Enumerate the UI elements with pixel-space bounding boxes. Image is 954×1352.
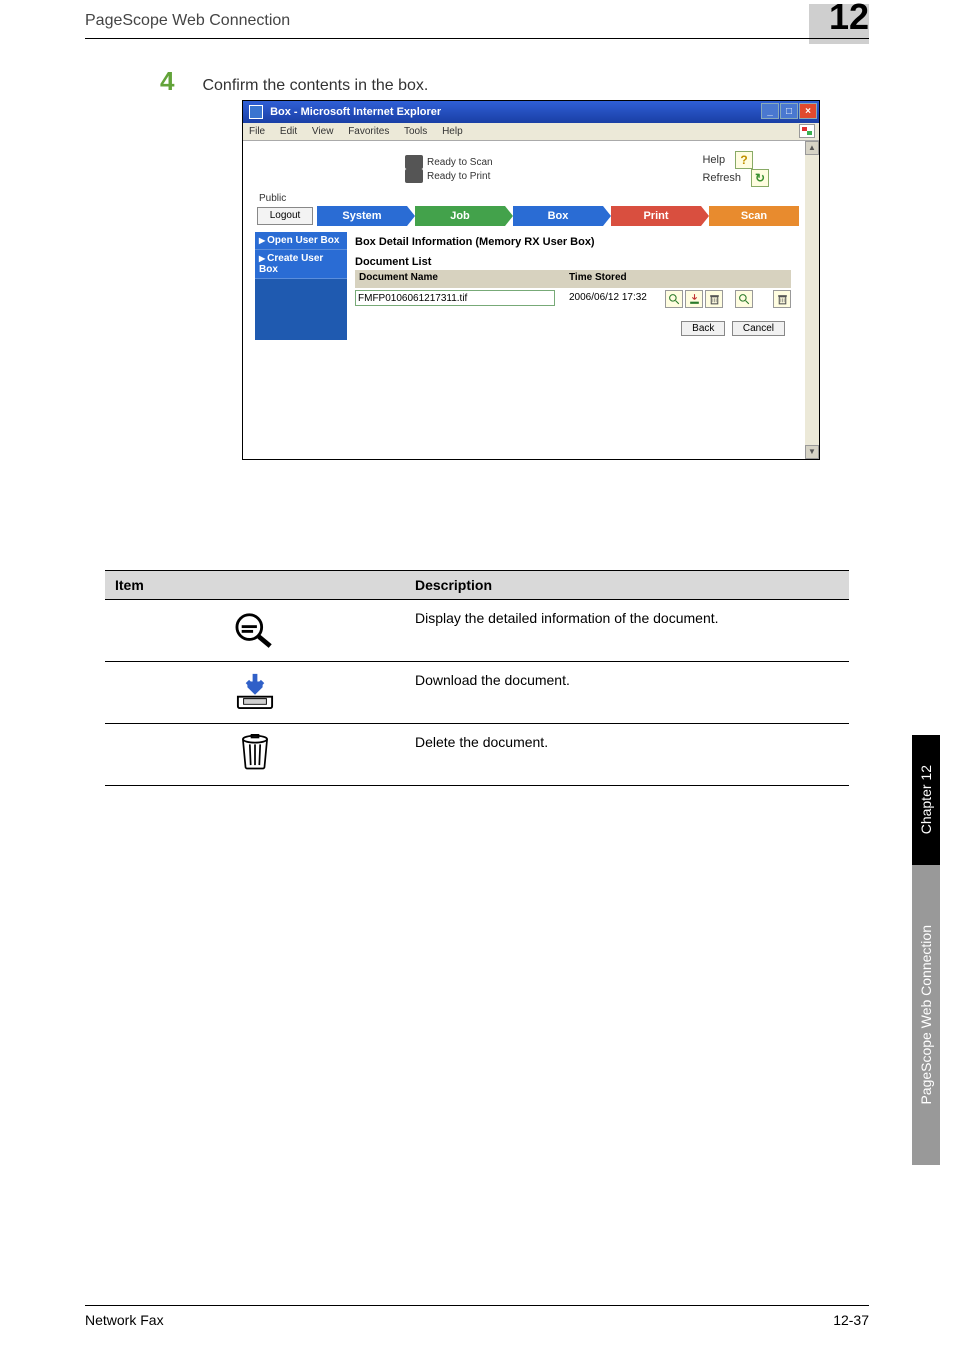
menu-bar: File Edit View Favorites Tools Help bbox=[243, 123, 819, 141]
box-detail-heading: Box Detail Information (Memory RX User B… bbox=[355, 236, 791, 248]
windows-flag-icon bbox=[799, 124, 815, 138]
step-number: 4 bbox=[160, 66, 174, 97]
th-item: Item bbox=[105, 571, 405, 600]
desc-row-1: Display the detailed information of the … bbox=[405, 600, 849, 662]
th-description: Description bbox=[405, 571, 849, 600]
menu-view[interactable]: View bbox=[312, 126, 334, 137]
desc-row-3: Delete the document. bbox=[405, 724, 849, 786]
side-chapter-label: Chapter 12 bbox=[918, 765, 934, 834]
time-stored-cell: 2006/06/12 17:32 bbox=[565, 290, 665, 308]
status-print: Ready to Print bbox=[427, 171, 490, 182]
chapter-number: 12 bbox=[829, 0, 869, 38]
minimize-button[interactable]: _ bbox=[761, 103, 779, 119]
nav-open-user-box[interactable]: Open User Box bbox=[255, 232, 347, 250]
download-big-icon bbox=[232, 672, 278, 713]
table-row: 2006/06/12 17:32 bbox=[355, 290, 791, 308]
menu-favorites[interactable]: Favorites bbox=[348, 126, 389, 137]
printer-icon bbox=[405, 169, 423, 183]
ie-window: Box - Microsoft Internet Explorer _ □ × … bbox=[242, 100, 820, 460]
printer-icon bbox=[405, 155, 423, 169]
footer-right: 12-37 bbox=[833, 1312, 869, 1328]
ie-icon bbox=[249, 105, 263, 119]
help-icon[interactable]: ? bbox=[735, 151, 753, 169]
menu-help[interactable]: Help bbox=[442, 126, 463, 137]
tab-box[interactable]: Box bbox=[513, 206, 603, 226]
vertical-scrollbar[interactable]: ▲ ▼ bbox=[805, 141, 819, 459]
scroll-up-button[interactable]: ▲ bbox=[805, 141, 819, 155]
delete-icon-2[interactable] bbox=[773, 290, 791, 308]
header-rule bbox=[85, 38, 869, 39]
refresh-link[interactable]: Refresh bbox=[702, 172, 741, 184]
status-scan: Ready to Scan bbox=[427, 157, 493, 168]
maximize-button[interactable]: □ bbox=[780, 103, 798, 119]
footer-rule bbox=[85, 1305, 869, 1306]
refresh-icon[interactable]: ↻ bbox=[751, 169, 769, 187]
document-list-heading: Document List bbox=[355, 256, 791, 268]
tab-job[interactable]: Job bbox=[415, 206, 505, 226]
menu-tools[interactable]: Tools bbox=[404, 126, 427, 137]
menu-edit[interactable]: Edit bbox=[280, 126, 297, 137]
window-titlebar: Box - Microsoft Internet Explorer _ □ × bbox=[243, 101, 819, 123]
tab-print[interactable]: Print bbox=[611, 206, 701, 226]
side-tab: Chapter 12 PageScope Web Connection bbox=[912, 735, 940, 1165]
download-icon[interactable] bbox=[685, 290, 703, 308]
scroll-down-button[interactable]: ▼ bbox=[805, 445, 819, 459]
footer-left: Network Fax bbox=[85, 1312, 164, 1328]
desc-row-2: Download the document. bbox=[405, 662, 849, 724]
nav-create-user-box[interactable]: Create User Box bbox=[255, 250, 347, 279]
menu-file[interactable]: File bbox=[249, 126, 265, 137]
col-document-name: Document Name bbox=[355, 270, 565, 288]
detail-icon-2[interactable] bbox=[735, 290, 753, 308]
delete-icon[interactable] bbox=[705, 290, 723, 308]
tab-scan[interactable]: Scan bbox=[709, 206, 799, 226]
step-text: Confirm the contents in the box. bbox=[202, 77, 428, 95]
cancel-button[interactable]: Cancel bbox=[732, 321, 785, 336]
side-nav: Open User Box Create User Box bbox=[255, 232, 347, 340]
header-title: PageScope Web Connection bbox=[85, 12, 290, 30]
public-label: Public bbox=[259, 193, 799, 204]
window-title: Box - Microsoft Internet Explorer bbox=[270, 106, 441, 118]
document-name-input[interactable] bbox=[355, 290, 555, 306]
side-section-label: PageScope Web Connection bbox=[918, 925, 934, 1105]
help-link[interactable]: Help bbox=[702, 154, 725, 166]
magnifier-icon bbox=[232, 610, 278, 651]
trash-big-icon bbox=[232, 734, 278, 775]
logout-button[interactable]: Logout bbox=[257, 207, 313, 225]
close-button[interactable]: × bbox=[799, 103, 817, 119]
description-table: Item Description Display the detailed in… bbox=[105, 570, 849, 786]
tab-system[interactable]: System bbox=[317, 206, 407, 226]
col-time-stored: Time Stored bbox=[565, 270, 665, 288]
detail-icon[interactable] bbox=[665, 290, 683, 308]
back-button[interactable]: Back bbox=[681, 321, 725, 336]
